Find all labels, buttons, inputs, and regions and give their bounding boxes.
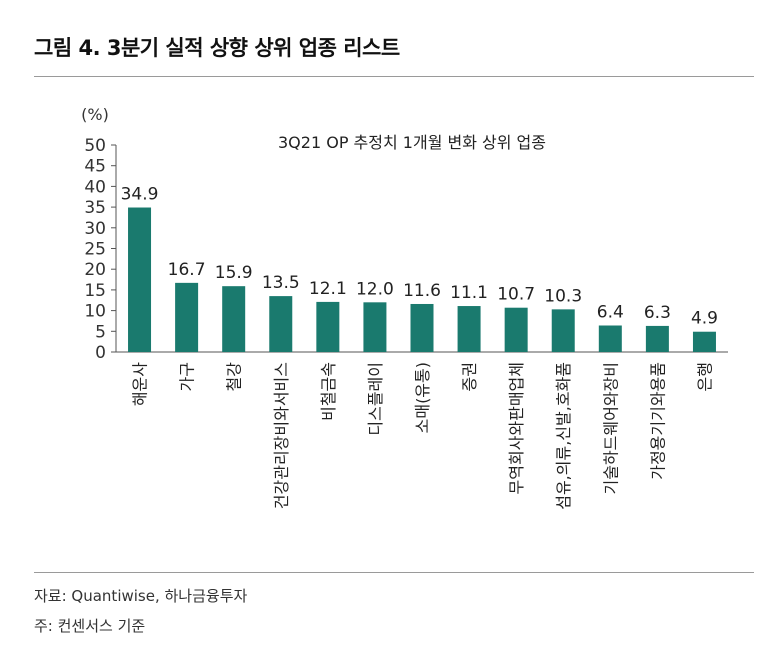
bar-value-label: 10.3	[544, 286, 582, 306]
y-tick-label: 35	[84, 198, 106, 218]
x-tick-label: 은행	[695, 362, 714, 391]
bar	[363, 302, 387, 352]
x-tick-label: 철강	[225, 362, 244, 392]
bar-value-label: 11.6	[403, 281, 441, 301]
x-tick-label: 가정용기기와용품	[648, 362, 667, 480]
bar	[645, 325, 669, 352]
top-divider	[34, 76, 754, 77]
y-tick-label: 45	[84, 157, 106, 177]
bar	[598, 325, 622, 352]
bar	[457, 306, 481, 352]
bar-value-label: 16.7	[168, 260, 206, 280]
bar	[316, 301, 340, 352]
x-axis-labels: 해운사 가구 철강 건강관리장비와서비스 비철금속 디스플레이 소매(유통) 증권 무역회사와판…	[131, 362, 715, 510]
y-unit-label: (%)	[81, 105, 109, 124]
bar-value-label: 13.5	[262, 273, 300, 293]
figure-title: 그림 4. 3분기 실적 상향 상위 업종 리스트	[34, 36, 400, 60]
bar	[222, 286, 246, 352]
bar	[551, 309, 575, 352]
bar	[175, 282, 199, 352]
y-tick-label: 40	[84, 177, 106, 197]
bar	[504, 307, 528, 352]
x-tick-label: 섬유,의류,신발,호화품	[554, 362, 573, 510]
bar-value-label: 4.9	[691, 309, 718, 329]
y-tick-label: 50	[84, 136, 106, 156]
x-tick-label: 건강관리장비와서비스	[272, 362, 291, 509]
y-tick-label: 20	[84, 260, 106, 280]
bar-value-label: 12.0	[356, 279, 394, 299]
y-tick-label: 10	[84, 302, 106, 322]
x-tick-label: 증권	[460, 362, 479, 391]
chart-title: 3Q21 OP 추정치 1개월 변화 상위 업종	[278, 133, 546, 152]
bar-value-label: 10.7	[497, 285, 535, 305]
x-tick-label: 가구	[178, 362, 197, 391]
bar	[269, 296, 293, 352]
bottom-divider	[34, 572, 754, 573]
x-tick-label: 해운사	[131, 362, 150, 406]
y-tick-label: 15	[84, 281, 106, 301]
bar	[410, 303, 434, 352]
footnote: 주: 컨센서스 기준	[34, 617, 146, 635]
x-tick-label: 기술하드웨어와장비	[601, 362, 620, 494]
bar-series: 34.9 16.7 15.9 13.5 12.1 12.0 11.6 11.1 10.7 10.3…	[121, 185, 718, 352]
bar-value-label: 15.9	[215, 263, 253, 283]
y-tick-label: 5	[95, 322, 106, 342]
x-tick-label: 디스플레이	[366, 362, 385, 436]
x-tick-label: 비철금속	[319, 362, 338, 421]
bar-value-label: 12.1	[309, 279, 347, 299]
bar-value-label: 11.1	[450, 283, 488, 303]
bar	[128, 207, 152, 352]
bar-value-label: 34.9	[121, 185, 159, 205]
y-tick-label: 25	[84, 240, 106, 260]
bar-value-label: 6.3	[644, 303, 671, 323]
source-note: 자료: Quantiwise, 하나금융투자	[34, 587, 248, 605]
bar-value-label: 6.4	[597, 303, 624, 323]
bar-chart: 3Q21 OP 추정치 1개월 변화 상위 업종 (%) 05101520253…	[81, 105, 728, 510]
y-tick-label: 30	[84, 219, 106, 239]
x-tick-label: 무역회사와판매업체	[507, 362, 526, 494]
x-tick-label: 소매(유통)	[413, 362, 432, 433]
y-tick-label: 0	[95, 343, 106, 363]
bar	[692, 331, 716, 352]
